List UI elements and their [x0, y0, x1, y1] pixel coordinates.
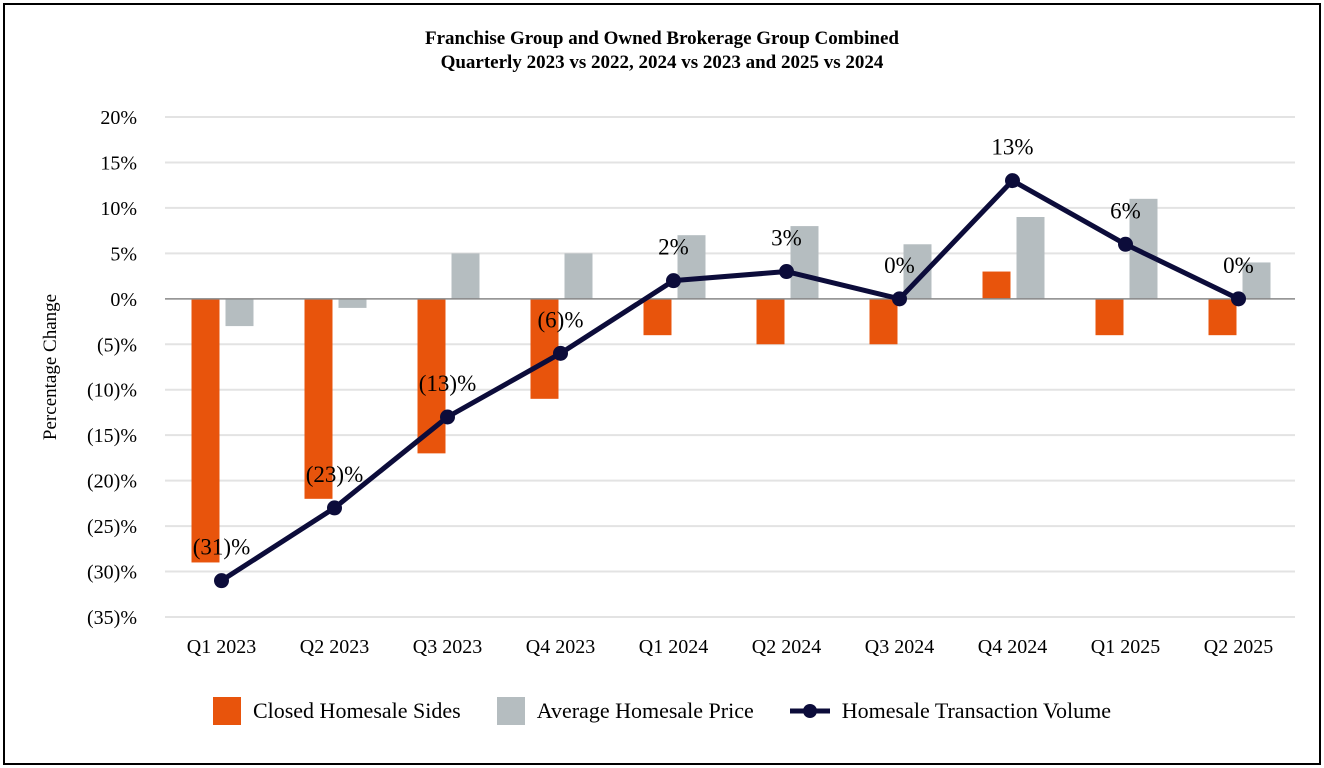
legend: Closed Homesale Sides Average Homesale P… [0, 697, 1324, 725]
y-tick-label: (30)% [87, 562, 137, 584]
bar-avg-price [677, 235, 706, 299]
chart-title-line-1: Franchise Group and Owned Brokerage Grou… [424, 28, 899, 49]
line-point [553, 345, 568, 361]
line-transaction-volume [220, 178, 1240, 583]
legend-item-avg-price: Average Homesale Price [496, 697, 754, 725]
bar-closed-sides [530, 298, 559, 399]
bar-avg-price [790, 226, 819, 299]
bar-closed-sides [869, 298, 898, 345]
bar-closed-sides [982, 271, 1011, 299]
line-point [666, 273, 681, 289]
x-tick-label: Q2 2024 [752, 636, 821, 658]
data-label: 0% [884, 253, 915, 278]
y-axis-label: Percentage Change [40, 294, 61, 440]
legend-item-volume: Homesale Transaction Volume [789, 698, 1112, 724]
bar-closed-sides [1208, 298, 1237, 336]
x-tick-label: Q2 2023 [300, 636, 369, 658]
legend-item-closed-sides: Closed Homesale Sides [212, 697, 461, 725]
bar-closed-sides [191, 298, 220, 563]
x-tick-label: Q2 2025 [1204, 636, 1273, 658]
legend-line-marker-icon [789, 704, 830, 718]
line-point [327, 500, 342, 516]
data-label: (13)% [419, 371, 476, 396]
legend-label: Closed Homesale Sides [252, 698, 461, 723]
bar-closed-sides [756, 298, 785, 345]
bar-avg-price [225, 298, 254, 327]
line-point [214, 573, 229, 589]
line-point [1005, 173, 1020, 189]
y-tick-label: 10% [100, 198, 137, 220]
legend-label: Average Homesale Price [536, 698, 754, 723]
x-tick-label: Q1 2025 [1091, 636, 1160, 658]
data-label: 3% [771, 226, 802, 251]
y-tick-label: (5)% [97, 334, 137, 356]
y-tick-label: 5% [110, 243, 137, 265]
data-label: (6)% [538, 307, 584, 332]
x-tick-label: Q4 2023 [526, 636, 595, 658]
x-tick-label: Q3 2024 [865, 636, 934, 658]
y-tick-label: (10)% [87, 380, 137, 402]
legend-swatch-gray [496, 697, 525, 725]
data-label: (23)% [306, 462, 363, 487]
chart-frame [3, 3, 1321, 765]
line-point [892, 291, 907, 307]
data-label: (31)% [193, 535, 250, 560]
data-label: 13% [991, 135, 1033, 160]
x-tick-label: Q4 2024 [978, 636, 1047, 658]
bar-avg-price [338, 298, 367, 308]
y-tick-label: 0% [110, 289, 137, 311]
line-point [1118, 236, 1133, 252]
legend-swatch-orange [212, 697, 241, 725]
y-tick-label: (15)% [87, 425, 137, 447]
bar-closed-sides [1095, 298, 1124, 336]
y-tick-label: (25)% [87, 516, 137, 538]
data-label: 2% [658, 235, 689, 260]
line-point [440, 409, 455, 425]
y-tick-label: (20)% [87, 471, 137, 493]
bar-avg-price [451, 253, 480, 299]
y-tick-label: 20% [100, 107, 137, 129]
chart-title-line-2: Quarterly 2023 vs 2022, 2024 vs 2023 and… [440, 52, 884, 73]
data-label: 6% [1110, 198, 1141, 223]
x-tick-label: Q3 2023 [413, 636, 482, 658]
y-tick-label: (35)% [87, 607, 137, 629]
bar-avg-price [1242, 262, 1271, 299]
bar-closed-sides [643, 298, 672, 336]
bar-avg-price [564, 253, 593, 299]
y-tick-label: 15% [100, 152, 137, 174]
x-tick-label: Q1 2023 [187, 636, 256, 658]
x-tick-label: Q1 2024 [639, 636, 708, 658]
line-point [1231, 291, 1246, 307]
bar-avg-price [1016, 217, 1045, 299]
data-label: 0% [1223, 253, 1254, 278]
legend-label: Homesale Transaction Volume [841, 698, 1112, 723]
bar-closed-sides [304, 298, 333, 499]
line-point [779, 264, 794, 280]
